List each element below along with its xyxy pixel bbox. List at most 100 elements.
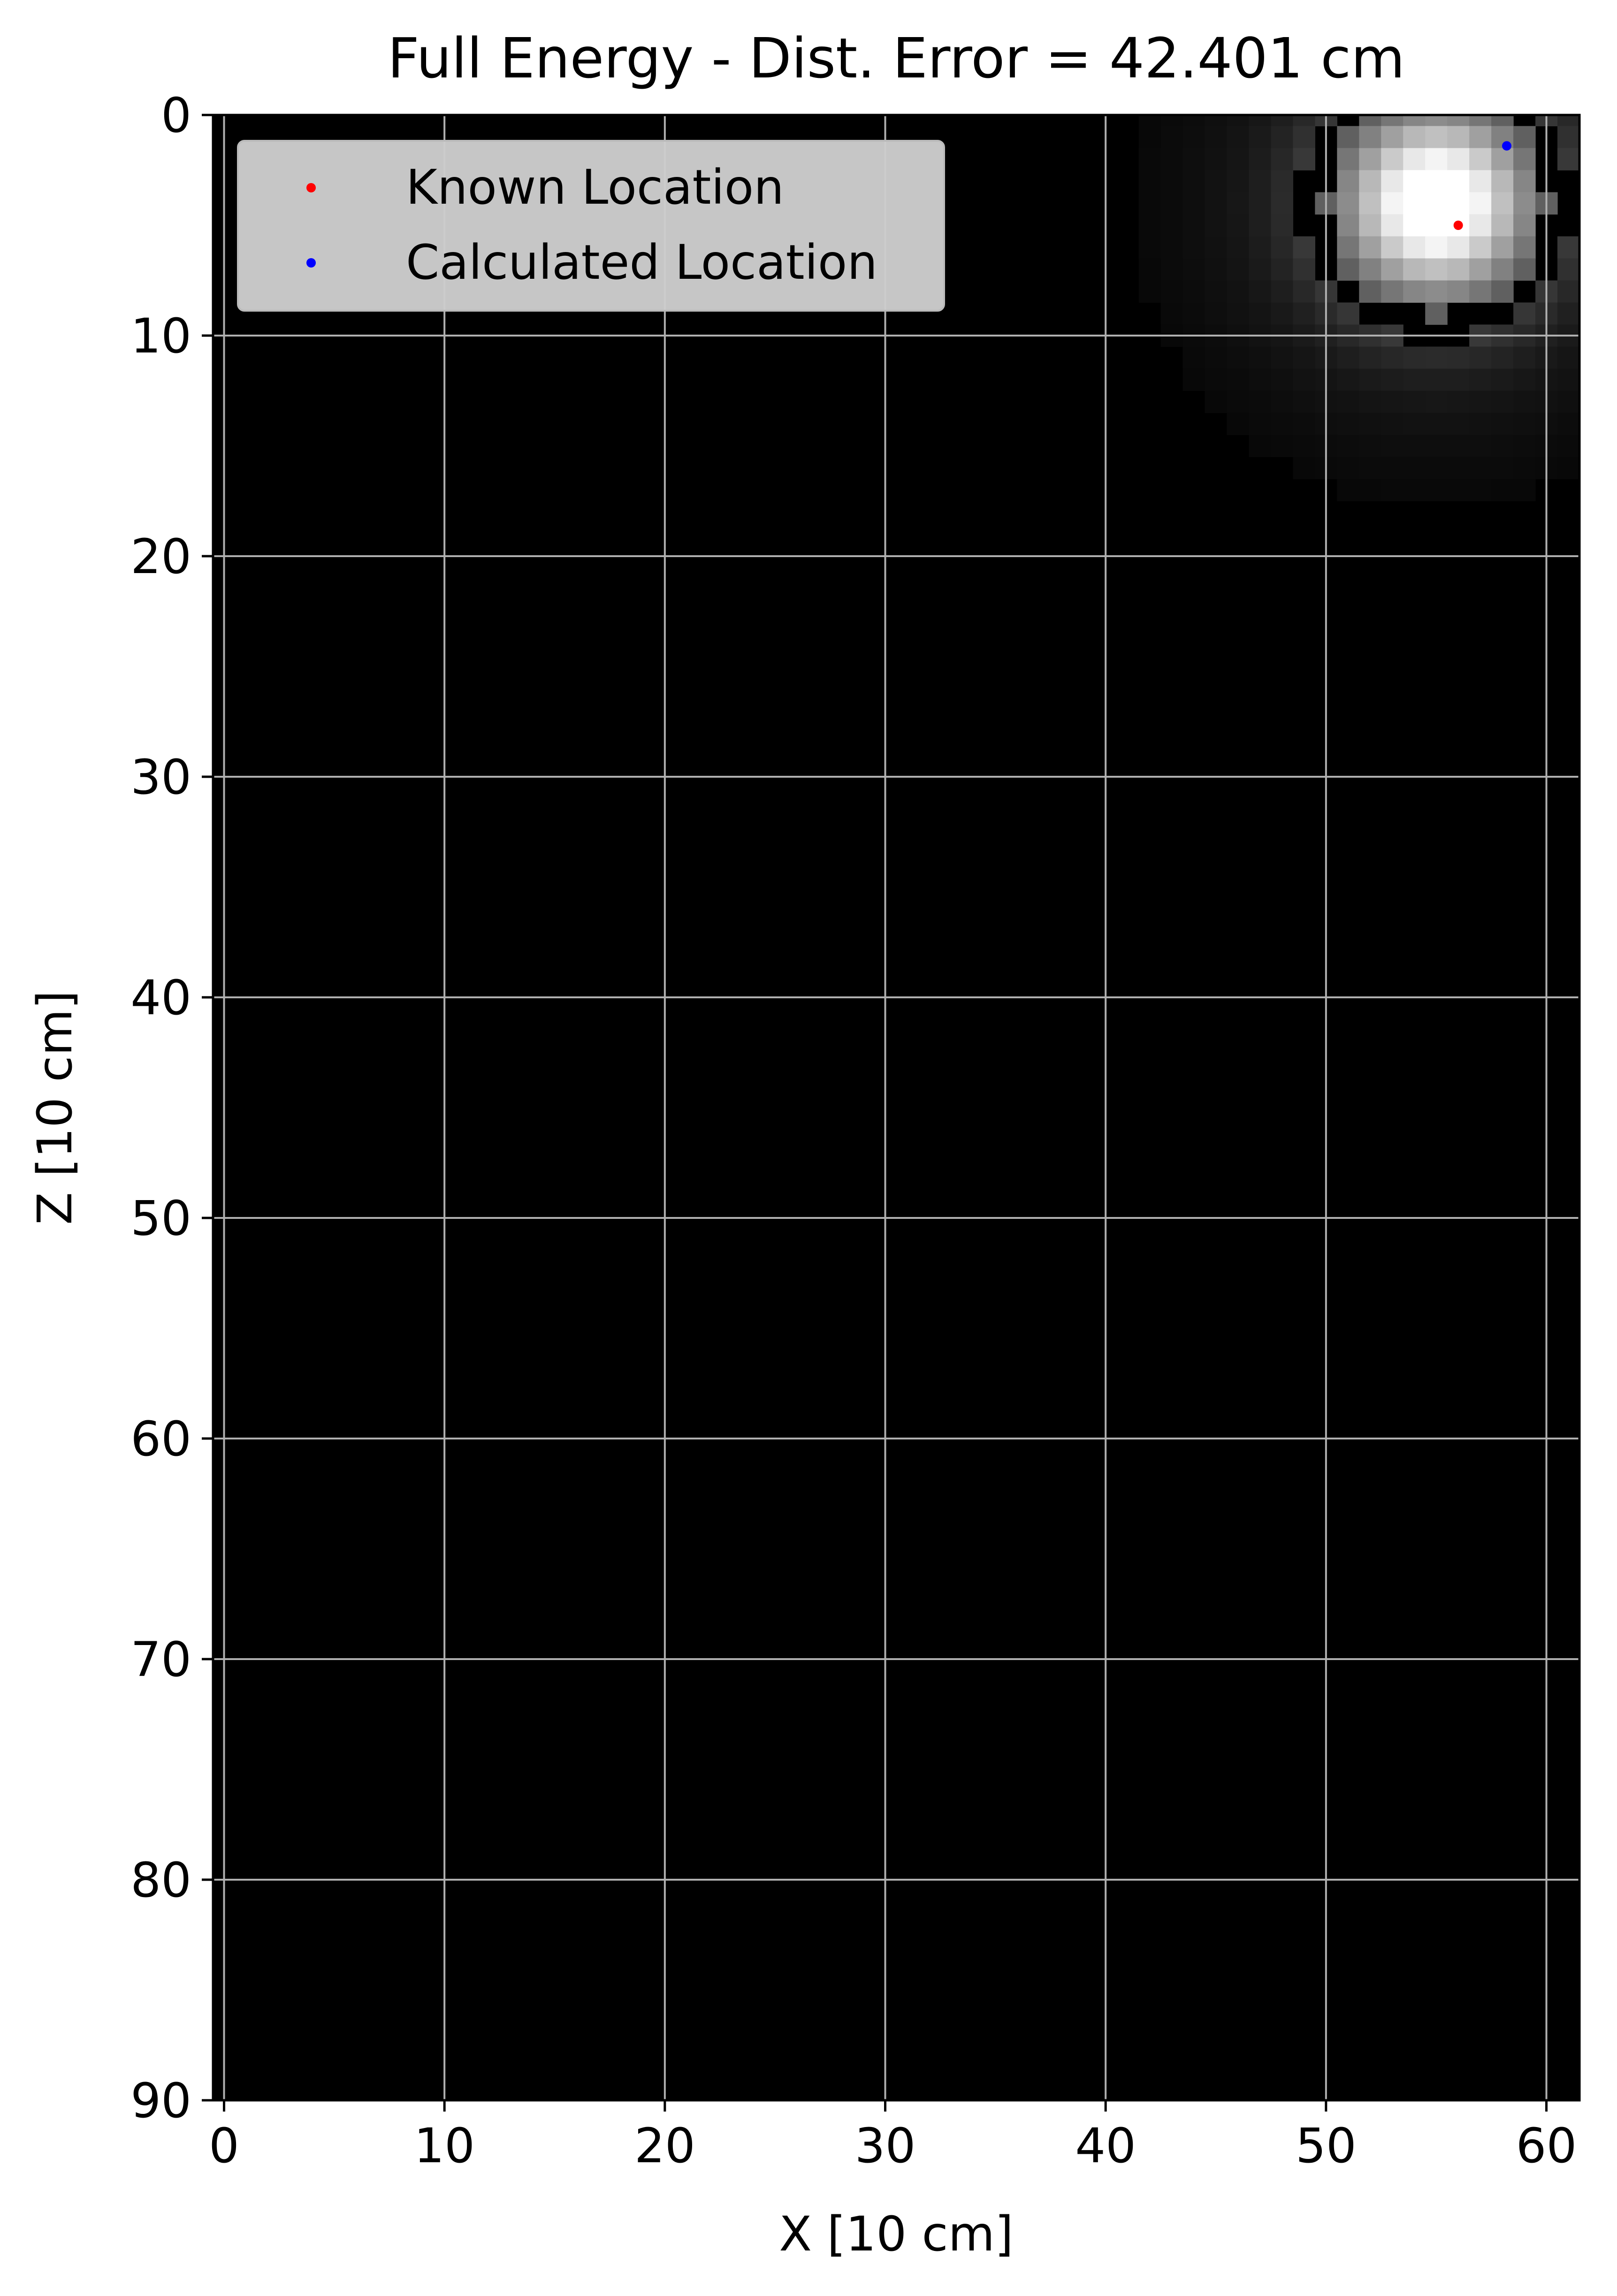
- heatmap-cell: [1271, 390, 1294, 413]
- heatmap-cell: [1293, 280, 1315, 303]
- heatmap-cell: [1337, 170, 1359, 193]
- heatmap-cell: [1425, 390, 1448, 413]
- heatmap-cell: [1557, 435, 1579, 458]
- heatmap-cell: [1403, 126, 1426, 149]
- heatmap-cell: [1205, 390, 1228, 413]
- heatmap-cell: [1447, 192, 1470, 215]
- heatmap-cell: [1491, 148, 1514, 171]
- legend-box: [237, 140, 945, 312]
- heatmap-cell: [1513, 170, 1536, 193]
- heatmap-cell: [1403, 280, 1426, 303]
- heatmap-cell: [1337, 148, 1359, 171]
- heatmap-cell: [1381, 346, 1403, 369]
- plot-area: [212, 114, 1581, 2102]
- heatmap-cell: [1359, 115, 1381, 127]
- heatmap-cell: [1182, 368, 1205, 391]
- heatmap-cell: [1293, 302, 1315, 325]
- heatmap-cell: [1403, 413, 1426, 436]
- heatmap-cell: [1359, 346, 1381, 369]
- heatmap-cell: [1249, 126, 1272, 149]
- heatmap-cell: [1227, 280, 1250, 303]
- heatmap-cell: [1403, 479, 1426, 502]
- heatmap-cell: [1425, 368, 1448, 391]
- heatmap-cell: [1271, 346, 1294, 369]
- heatmap-cell: [1249, 236, 1272, 259]
- heatmap-cell: [1425, 479, 1448, 502]
- heatmap-cell: [1271, 170, 1294, 193]
- heatmap-cell: [1557, 302, 1579, 325]
- heatmap-cell: [1182, 170, 1205, 193]
- heatmap-cell: [1337, 457, 1359, 480]
- heatmap-cell: [1469, 214, 1492, 237]
- heatmap-cell: [1182, 192, 1205, 215]
- heatmap-cell: [1425, 115, 1448, 127]
- scatter-points: [1453, 141, 1512, 230]
- calculated-location-point: [1502, 141, 1512, 151]
- heatmap-cell: [1469, 192, 1492, 215]
- heatmap-cell: [1381, 192, 1403, 215]
- heatmap-cell: [1513, 368, 1536, 391]
- heatmap-cell: [1491, 115, 1514, 127]
- x-tick-label: 0: [209, 2118, 239, 2174]
- heatmap-cell: [1138, 148, 1161, 171]
- chart-title: Full Energy - Dist. Error = 42.401 cm: [388, 26, 1405, 91]
- heatmap-cell: [1160, 148, 1183, 171]
- heatmap-cell: [1381, 126, 1403, 149]
- heatmap-cell: [1447, 435, 1470, 458]
- heatmap-cell: [1249, 280, 1272, 303]
- heatmap-cell: [1447, 479, 1470, 502]
- heatmap-cell: [1469, 280, 1492, 303]
- heatmap-cell: [1271, 214, 1294, 237]
- heatmap-cell: [1469, 236, 1492, 259]
- heatmap-cell: [1293, 457, 1315, 480]
- heatmap-cell: [1337, 390, 1359, 413]
- heatmap-cell: [1205, 346, 1228, 369]
- heatmap-cell: [1359, 280, 1381, 303]
- heatmap-cell: [1491, 435, 1514, 458]
- heatmap-cell: [1227, 236, 1250, 259]
- heatmap-cell: [1447, 457, 1470, 480]
- heatmap-cell: [1227, 115, 1250, 127]
- heatmap-cell: [1381, 390, 1403, 413]
- heatmap-cell: [1425, 170, 1448, 193]
- heatmap-cell: [1249, 148, 1272, 171]
- heatmap-cell: [1491, 346, 1514, 369]
- heatmap-cell: [1425, 126, 1448, 149]
- y-tick-label: 40: [130, 970, 191, 1026]
- heatmap-cell: [1469, 479, 1492, 502]
- heatmap-cell: [1447, 170, 1470, 193]
- heatmap-cell: [1182, 236, 1205, 259]
- heatmap-cell: [1403, 148, 1426, 171]
- heatmap-cell: [1138, 280, 1161, 303]
- heatmap-cell: [1227, 413, 1250, 436]
- heatmap-cell: [1205, 170, 1228, 193]
- heatmap-cell: [1447, 126, 1470, 149]
- heatmap-cell: [1403, 192, 1426, 215]
- heatmap-cell: [1182, 302, 1205, 325]
- heatmap-cell: [1403, 115, 1426, 127]
- heatmap-cell: [1359, 258, 1381, 281]
- heatmap-cell: [1271, 280, 1294, 303]
- x-tick-label: 30: [855, 2118, 916, 2174]
- heatmap-cell: [1249, 346, 1272, 369]
- heatmap-cell: [1227, 192, 1250, 215]
- heatmap-cell: [1381, 457, 1403, 480]
- heatmap-cell: [1359, 170, 1381, 193]
- heatmap-cell: [1469, 346, 1492, 369]
- heatmap-cell: [1491, 457, 1514, 480]
- heatmap-cell: [1160, 236, 1183, 259]
- heatmap-cell: [1425, 457, 1448, 480]
- heatmap-cell: [1359, 126, 1381, 149]
- y-axis-label: Z [10 cm]: [27, 990, 83, 1225]
- heatmap-cell: [1469, 148, 1492, 171]
- heatmap-cell: [1249, 192, 1272, 215]
- heatmap-cell: [1513, 413, 1536, 436]
- heatmap-cell: [1403, 170, 1426, 193]
- heatmap-cell: [1403, 236, 1426, 259]
- y-tick-label: 80: [130, 1852, 191, 1908]
- heatmap-cell: [1138, 214, 1161, 237]
- plot-frame: [212, 114, 1581, 2102]
- heatmap-cell: [1182, 214, 1205, 237]
- heatmap-cell: [1160, 214, 1183, 237]
